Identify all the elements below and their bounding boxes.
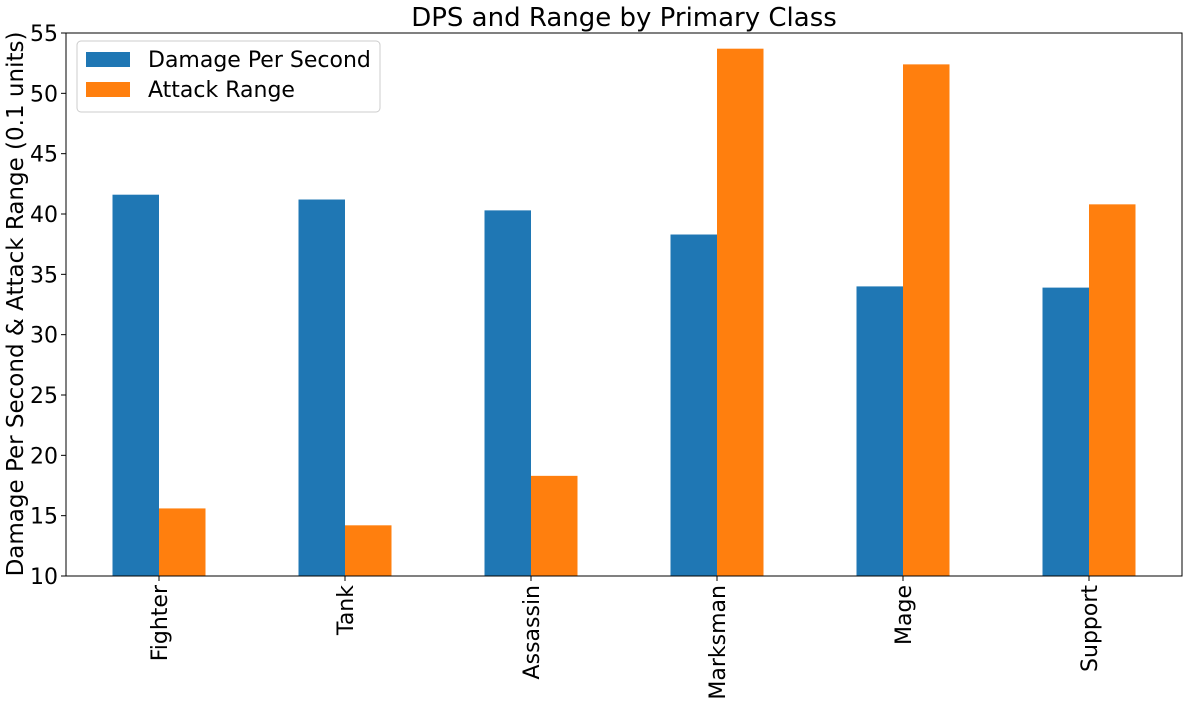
x-tick-label-tank: Tank	[334, 585, 359, 636]
y-tick-label: 55	[30, 22, 58, 47]
legend: Damage Per Second Attack Range	[76, 40, 381, 113]
bar-damage-per-second-mage	[856, 286, 903, 576]
bar-attack-range-tank	[345, 525, 392, 576]
y-tick-label: 45	[30, 143, 58, 168]
plot-area-frame	[65, 32, 1183, 577]
chart-title: DPS and Range by Primary Class	[411, 3, 837, 33]
x-tick-label-fighter: Fighter	[148, 584, 173, 661]
legend-label-attack-range: Attack Range	[148, 78, 295, 103]
y-tick-label: 40	[30, 203, 58, 228]
bar-attack-range-support	[1089, 204, 1136, 576]
y-tick-label: 50	[30, 82, 58, 107]
x-axis-ticks: Fighter Tank Assassin Marksman Mage Support	[148, 576, 1103, 700]
y-tick-label: 20	[30, 444, 58, 469]
y-tick-label: 35	[30, 263, 58, 288]
legend-swatch-damage-per-second	[86, 52, 130, 67]
y-tick-label: 25	[30, 384, 58, 409]
bar-damage-per-second-support	[1042, 287, 1089, 576]
x-tick-label-support: Support	[1078, 585, 1103, 672]
bar-attack-range-fighter	[159, 508, 206, 576]
y-tick-label: 15	[30, 505, 58, 530]
bar-attack-range-mage	[903, 64, 950, 576]
x-tick-label-assassin: Assassin	[520, 585, 545, 679]
legend-swatch-attack-range	[86, 82, 130, 97]
legend-box	[76, 40, 381, 113]
y-tick-label: 10	[30, 565, 58, 590]
bar-damage-per-second-marksman	[670, 234, 717, 576]
y-tick-label: 30	[30, 324, 58, 349]
x-tick-label-mage: Mage	[892, 585, 917, 645]
bar-attack-range-marksman	[717, 48, 764, 577]
bar-damage-per-second-assassin	[484, 210, 531, 576]
y-axis-label: Damage Per Second & Attack Range (0.1 un…	[3, 32, 29, 577]
legend-label-damage-per-second: Damage Per Second	[148, 48, 371, 73]
bars-group	[112, 48, 1136, 577]
bar-attack-range-assassin	[531, 475, 578, 576]
y-axis-ticks: 10 15 20 25 30 35 40 45 50 55	[30, 22, 66, 590]
bar-damage-per-second-fighter	[112, 194, 159, 576]
bar-damage-per-second-tank	[298, 199, 345, 576]
x-tick-label-marksman: Marksman	[706, 585, 731, 700]
